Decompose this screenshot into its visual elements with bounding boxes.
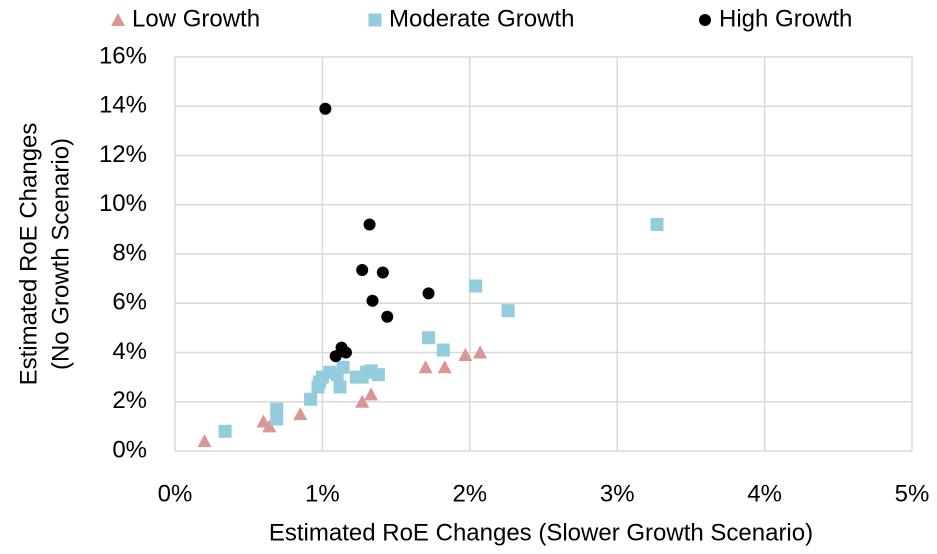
x-tick-label: 0% bbox=[158, 480, 193, 507]
y-axis-title: (No Growth Scenario) bbox=[47, 138, 74, 370]
point bbox=[319, 102, 332, 115]
point bbox=[473, 345, 488, 359]
point bbox=[422, 287, 435, 300]
x-tick-label: 2% bbox=[452, 480, 487, 507]
y-tick-label: 16% bbox=[99, 42, 147, 69]
legend-marker bbox=[111, 13, 125, 26]
x-axis-title: Estimated RoE Changes (Slower Growth Sce… bbox=[269, 519, 813, 546]
point bbox=[355, 394, 370, 408]
y-tick-label: 12% bbox=[99, 141, 147, 168]
point bbox=[293, 407, 308, 421]
y-tick-label: 10% bbox=[99, 190, 147, 217]
y-tick-label: 8% bbox=[112, 239, 147, 266]
point bbox=[418, 360, 433, 374]
point bbox=[329, 350, 342, 363]
point bbox=[197, 434, 212, 448]
point bbox=[366, 294, 379, 307]
point bbox=[304, 392, 318, 406]
point bbox=[336, 360, 350, 374]
point bbox=[469, 279, 483, 293]
x-tick-label: 5% bbox=[895, 480, 930, 507]
point bbox=[364, 387, 379, 401]
point bbox=[363, 218, 376, 231]
point bbox=[270, 402, 284, 416]
y-tick-label: 0% bbox=[112, 436, 147, 463]
point bbox=[262, 419, 277, 433]
point bbox=[381, 310, 394, 323]
point bbox=[501, 304, 515, 318]
y-axis-title: Estimated RoE Changes bbox=[15, 123, 42, 386]
x-tick-label: 4% bbox=[747, 480, 782, 507]
legend-label: High Growth bbox=[719, 5, 852, 32]
legend-label: Low Growth bbox=[132, 5, 260, 32]
point bbox=[356, 264, 369, 277]
point bbox=[218, 424, 232, 438]
point bbox=[339, 346, 352, 359]
legend-label: Moderate Growth bbox=[389, 5, 574, 32]
y-tick-label: 14% bbox=[99, 92, 147, 119]
legend-marker bbox=[368, 13, 382, 27]
point bbox=[270, 412, 284, 426]
point bbox=[458, 347, 473, 361]
point bbox=[422, 331, 436, 345]
y-tick-label: 6% bbox=[112, 289, 147, 316]
point bbox=[650, 217, 664, 231]
x-tick-label: 1% bbox=[305, 480, 340, 507]
y-tick-label: 4% bbox=[112, 338, 147, 365]
point bbox=[376, 266, 389, 279]
legend-marker bbox=[699, 14, 711, 26]
point bbox=[371, 368, 385, 382]
point bbox=[437, 360, 452, 374]
point bbox=[333, 380, 347, 394]
y-tick-label: 2% bbox=[112, 387, 147, 414]
x-tick-label: 3% bbox=[600, 480, 635, 507]
point bbox=[436, 343, 450, 357]
